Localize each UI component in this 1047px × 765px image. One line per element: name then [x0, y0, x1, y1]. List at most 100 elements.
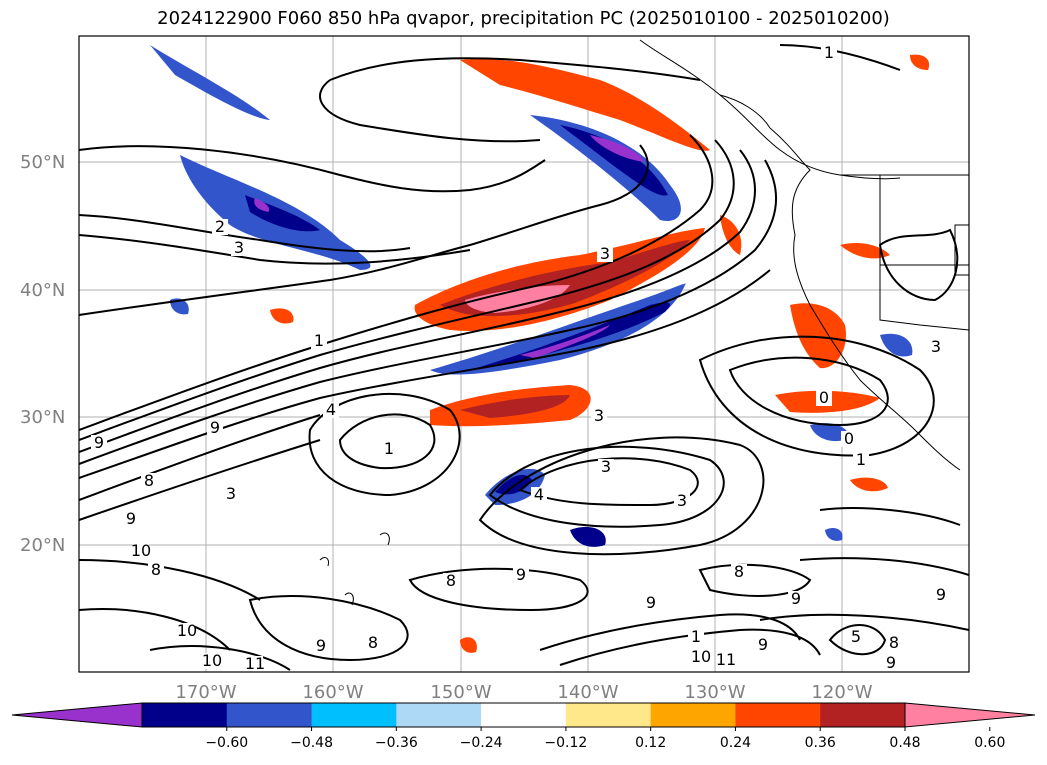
contour-line: [338, 413, 436, 470]
contour-label-bg: [853, 452, 869, 468]
contour-label-bg: [123, 511, 139, 527]
contour-label: 1: [856, 450, 866, 469]
contour-line: [878, 228, 959, 302]
contour-label-bg: [848, 629, 864, 645]
shade-positive: [850, 477, 888, 492]
contour-label: 3: [600, 244, 610, 263]
contour-label: 11: [245, 654, 265, 673]
lat-label-40n: 40°N: [20, 280, 65, 301]
lon-label-120w: 120°W: [811, 682, 872, 703]
contour-label-bg: [688, 629, 704, 645]
shade-positive: [270, 308, 294, 324]
contour-line: [78, 214, 411, 253]
contour-label: 9: [646, 593, 656, 612]
lat-label-50n: 50°N: [20, 152, 65, 173]
contour-line: [518, 457, 699, 507]
contour-label-bg: [212, 219, 228, 235]
contour-line: [78, 159, 778, 465]
colorbar: −0.60 −0.48 −0.36 −0.24 −0.12 0.12 0.24 0.36 0.4…: [11, 702, 1036, 751]
contour-label: 8: [889, 633, 899, 652]
contour-label: 8: [151, 560, 161, 579]
colorbar-swatch: [735, 703, 821, 727]
shade-negative: [254, 198, 270, 212]
contour-label-bg: [311, 333, 327, 349]
contour-line: [78, 269, 771, 479]
lat-label-20n: 20°N: [20, 535, 65, 556]
shade-positive: [910, 54, 930, 70]
contour-line: [78, 134, 714, 431]
contour-label-bg: [674, 493, 690, 509]
contour-label-bg: [204, 653, 220, 669]
contour-label-bg: [531, 487, 547, 503]
colorbar-swatch: [311, 703, 397, 727]
colorbar-tick-label: 0.60: [974, 735, 1005, 751]
colorbar-tick-label: 0.12: [635, 735, 666, 751]
contour-line: [78, 149, 756, 453]
latitude-labels: 50°N 40°N 30°N 20°N: [20, 152, 65, 556]
contour-label: 0: [844, 429, 854, 448]
contour-line: [728, 356, 889, 427]
shade-negative: [590, 135, 645, 162]
contour-label: 10: [177, 621, 197, 640]
contour-label: 0: [819, 388, 829, 407]
contour-line: [78, 608, 231, 651]
contour-label-bg: [513, 567, 529, 583]
contour-label: 1: [691, 627, 701, 646]
contour-line: [78, 439, 321, 521]
map-title: 2024122900 F060 850 hPa qvapor, precipit…: [157, 8, 890, 29]
colorbar-tick-label: 0.24: [720, 735, 751, 751]
island-outline: [319, 532, 390, 606]
contour-label: 1: [384, 439, 394, 458]
colorbar-swatch: [226, 703, 313, 727]
contour-label: 5: [851, 627, 861, 646]
contour-line: [799, 557, 970, 576]
contour-label: 10: [691, 647, 711, 666]
contour-label: 11: [716, 650, 736, 669]
shade-positive: [790, 303, 846, 369]
contour-label-bg: [788, 591, 804, 607]
contour-label-bg: [247, 656, 263, 672]
contour-line: [78, 139, 735, 441]
contour-label-bg: [381, 441, 397, 457]
contour-lines: [78, 44, 970, 671]
contour-line: [329, 57, 701, 81]
longitude-labels: 170°W 160°W 150°W 140°W 130°W 120°W: [175, 682, 872, 703]
contour-label-bg: [816, 390, 832, 406]
contour-line: [78, 234, 471, 265]
coastline: [719, 94, 961, 471]
contour-label: 10: [131, 541, 151, 560]
contour-label: 10: [202, 651, 222, 670]
contour-label: 9: [210, 418, 220, 437]
contour-label-bg: [207, 420, 223, 436]
colorbar-arrow-low: [11, 702, 143, 728]
colorbar-tick-label: −0.24: [460, 735, 503, 751]
shade-negative: [880, 333, 913, 357]
contour-line: [559, 628, 821, 666]
contour-line: [149, 645, 291, 671]
coastlines: [319, 39, 970, 606]
shade-negative: [825, 528, 843, 541]
contour-label-bg: [933, 587, 949, 603]
colorbar-tick-label: −0.60: [205, 735, 248, 751]
contour-label: 9: [94, 433, 104, 452]
contour-line: [78, 145, 546, 193]
contour-label: 3: [677, 491, 687, 510]
contour-label-bg: [883, 655, 899, 671]
contour-label-bg: [365, 635, 381, 651]
contour-label-bg: [443, 573, 459, 589]
shade-negative: [150, 45, 270, 120]
shade-negative: [530, 115, 681, 221]
contour-label: 8: [368, 633, 378, 652]
contour-line: [698, 335, 935, 457]
contour-label: 9: [758, 635, 768, 654]
shade-negative: [570, 526, 606, 547]
contour-line: [488, 445, 725, 528]
colorbar-tick-label: −0.36: [375, 735, 418, 751]
contour-line: [819, 507, 961, 526]
contour-label-bg: [841, 431, 857, 447]
contour-line: [248, 595, 409, 662]
shade-negative: [560, 125, 668, 196]
contour-label-bg: [693, 649, 709, 665]
